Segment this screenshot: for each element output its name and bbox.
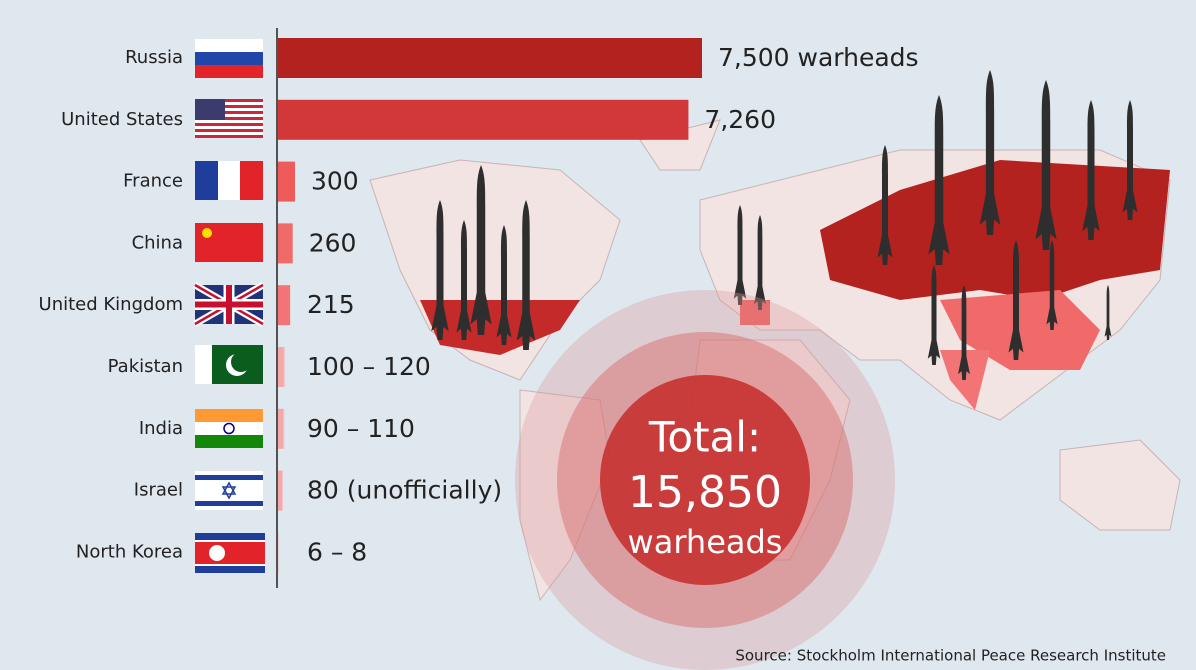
value-label: 90 – 110 <box>307 414 415 443</box>
bar <box>278 347 284 387</box>
value-label: 6 – 8 <box>307 537 367 566</box>
category-label: United Kingdom <box>39 294 183 315</box>
total-badge: Total: 15,850 warheads <box>515 290 895 670</box>
category-label: United States <box>61 109 183 130</box>
bar <box>278 99 689 140</box>
total-unit: warheads <box>628 523 783 561</box>
total-title: Total: <box>648 413 761 462</box>
value-label: 100 – 120 <box>307 352 431 381</box>
bar <box>278 223 293 264</box>
total-value: 15,850 <box>628 467 782 518</box>
value-label: 7,500 warheads <box>718 43 919 72</box>
category-label: Israel <box>134 480 183 501</box>
bar <box>278 38 702 78</box>
category-label: France <box>123 171 183 192</box>
value-label: 80 (unofficially) <box>307 476 502 505</box>
highlighted-countries <box>420 160 1170 410</box>
category-label: Pakistan <box>108 356 183 377</box>
category-label: India <box>139 418 183 439</box>
category-label: China <box>132 232 183 253</box>
bar <box>278 470 283 511</box>
value-label: 215 <box>307 290 355 319</box>
source: Source: Stockholm International Peace Re… <box>735 647 1166 665</box>
flags <box>193 39 265 573</box>
bar <box>278 408 284 449</box>
bar <box>278 161 295 202</box>
value-label: 300 <box>311 167 359 196</box>
value-label: 260 <box>309 228 357 257</box>
value-label: 7,260 <box>704 105 776 134</box>
bar-range <box>283 347 285 387</box>
bar-range <box>283 408 285 449</box>
bar <box>278 285 291 326</box>
category-label: North Korea <box>76 541 183 562</box>
category-label: Russia <box>125 47 183 68</box>
